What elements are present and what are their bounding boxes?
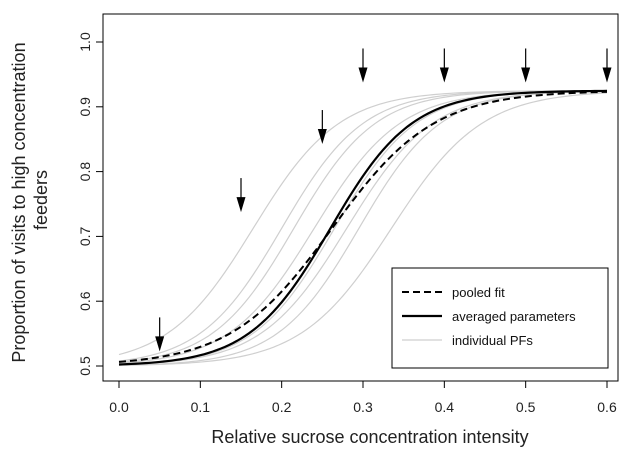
pooled-fit-line <box>118 90 608 363</box>
arrows <box>155 48 612 352</box>
arrow-head <box>236 197 246 213</box>
y-axis-title: Proportion of visits to high concentrati… <box>9 37 51 362</box>
arrow-marker <box>155 317 165 352</box>
y-tick-label: 0.7 <box>77 226 93 246</box>
fit-curves <box>118 89 608 366</box>
x-tick-label: 0.0 <box>109 399 129 415</box>
arrow-head <box>317 129 327 145</box>
y-tick-label: 0.8 <box>77 162 93 182</box>
arrow-head <box>521 67 531 83</box>
legend-individual-label: individual PFs <box>452 333 533 348</box>
arrow-marker <box>602 48 612 83</box>
x-tick-label: 0.4 <box>435 399 455 415</box>
arrow-marker <box>439 48 449 83</box>
legend-pooled-label: pooled fit <box>452 285 505 300</box>
arrow-head <box>439 67 449 83</box>
x-axis-title: Relative sucrose concentration intensity <box>211 427 528 447</box>
y-tick-label: 0.5 <box>77 356 93 376</box>
y-axis: 0.5 0.6 0.7 0.8 0.9 1.0 <box>77 32 104 376</box>
individual-pf-line <box>118 90 608 363</box>
x-tick-label: 0.5 <box>516 399 536 415</box>
y-tick-label: 1.0 <box>77 32 93 52</box>
individual-pf-line <box>118 90 608 366</box>
y-tick-label: 0.9 <box>77 97 93 117</box>
legend-box <box>391 267 609 369</box>
legend: pooled fit averaged parameters individua… <box>391 267 609 369</box>
arrow-head <box>358 67 368 83</box>
y-axis-title-line-1: Proportion of visits to high concentrati… <box>9 42 29 362</box>
x-tick-label: 0.6 <box>597 399 617 415</box>
y-axis-title-line-2: feeders <box>31 170 51 230</box>
arrow-marker <box>521 48 531 83</box>
arrow-marker <box>317 110 327 145</box>
arrow-head <box>155 336 165 352</box>
x-tick-label: 0.3 <box>353 399 373 415</box>
x-axis: 0.0 0.1 0.2 0.3 0.4 0.5 0.6 <box>109 380 617 415</box>
x-tick-label: 0.2 <box>272 399 292 415</box>
arrow-head <box>602 67 612 83</box>
arrow-marker <box>236 178 246 213</box>
x-tick-label: 0.1 <box>191 399 211 415</box>
y-tick-label: 0.6 <box>77 291 93 311</box>
arrow-marker <box>358 48 368 83</box>
legend-averaged-label: averaged parameters <box>452 309 576 324</box>
individual-pf-line <box>118 92 608 366</box>
averaged-parameters-line <box>118 89 608 366</box>
